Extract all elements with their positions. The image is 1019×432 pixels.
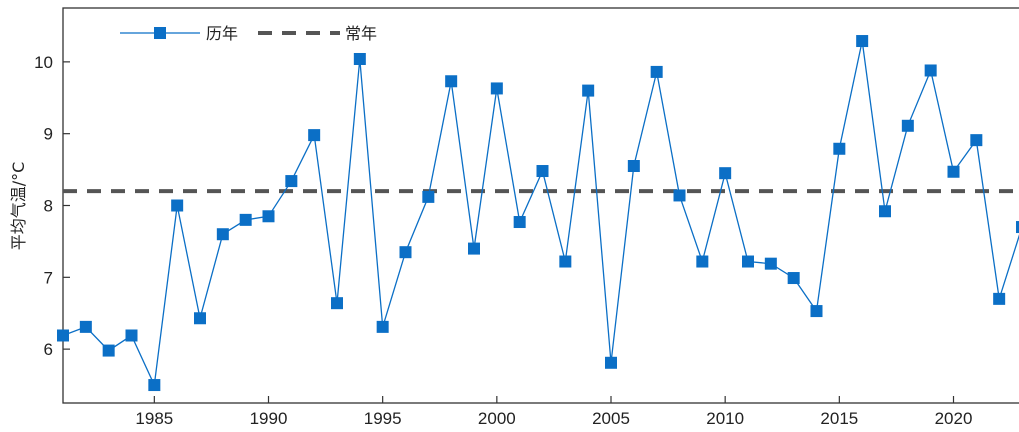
x-tick-label: 1990 (250, 409, 288, 428)
series-line-annual (62, 40, 1019, 388)
data-point-annual (787, 272, 800, 285)
data-point-annual (57, 329, 69, 342)
data-point-annual (216, 228, 229, 241)
plot-frame (62, 7, 1019, 404)
x-tick-label: 2005 (592, 409, 630, 428)
x-tick-label: 2015 (820, 409, 858, 428)
data-point-annual (148, 379, 161, 392)
series-layer (57, 35, 1019, 392)
data-point-annual (445, 75, 458, 88)
data-point-annual (353, 52, 366, 65)
data-point-annual (536, 165, 549, 178)
data-point-annual (79, 320, 92, 333)
data-point-annual (810, 305, 823, 318)
data-point-annual (376, 320, 389, 333)
y-axis-ticks: 6 7 8 9 10 (34, 53, 70, 359)
data-point-annual (308, 129, 321, 142)
data-point-annual (125, 329, 138, 342)
data-point-annual (194, 312, 206, 325)
y-tick-label: 6 (44, 340, 53, 359)
data-point-annual (901, 119, 914, 132)
data-point-annual (102, 344, 115, 357)
data-point-annual (582, 84, 595, 97)
data-point-annual (513, 216, 526, 229)
x-tick-label: 2010 (706, 409, 744, 428)
y-tick-label: 7 (44, 268, 53, 287)
data-point-annual (764, 257, 777, 270)
y-tick-label: 8 (44, 197, 53, 216)
data-point-annual (262, 210, 275, 223)
y-tick-label: 9 (44, 125, 53, 144)
data-point-annual (719, 167, 732, 180)
data-point-annual (673, 189, 686, 202)
data-point-annual (879, 205, 891, 218)
legend-marker-annual (154, 27, 166, 39)
legend-label-annual: 历年 (206, 24, 238, 43)
data-point-annual (399, 246, 412, 259)
data-point-annual (947, 165, 960, 178)
data-point-annual (993, 292, 1006, 305)
data-point-annual (1016, 221, 1019, 234)
data-point-annual (605, 356, 617, 369)
data-point-annual (650, 65, 663, 78)
data-point-annual (331, 297, 343, 310)
y-tick-label: 10 (34, 53, 53, 72)
data-point-annual (422, 190, 435, 203)
data-point-annual (627, 160, 640, 172)
data-point-annual (559, 255, 572, 268)
data-point-annual (742, 255, 754, 268)
x-tick-label: 2000 (478, 409, 516, 428)
data-point-annual (924, 64, 937, 77)
x-tick-label: 1995 (364, 409, 402, 428)
y-axis-title: 平均气温/°C (9, 162, 28, 251)
x-tick-label: 1985 (135, 409, 173, 428)
data-point-annual (285, 175, 298, 188)
data-point-annual (468, 242, 480, 255)
data-point-annual (856, 35, 869, 48)
x-axis-ticks: 1985 1990 1995 2000 2005 2010 2015 2020 (135, 396, 972, 428)
data-point-annual (490, 82, 503, 95)
data-point-annual (239, 213, 252, 226)
data-point-annual (171, 199, 184, 212)
data-point-annual (833, 142, 846, 155)
data-point-annual (696, 255, 709, 268)
x-tick-label: 2020 (935, 409, 973, 428)
legend: 历年 常年 (120, 24, 377, 43)
legend-label-normal: 常年 (345, 24, 377, 43)
data-point-annual (970, 134, 983, 147)
